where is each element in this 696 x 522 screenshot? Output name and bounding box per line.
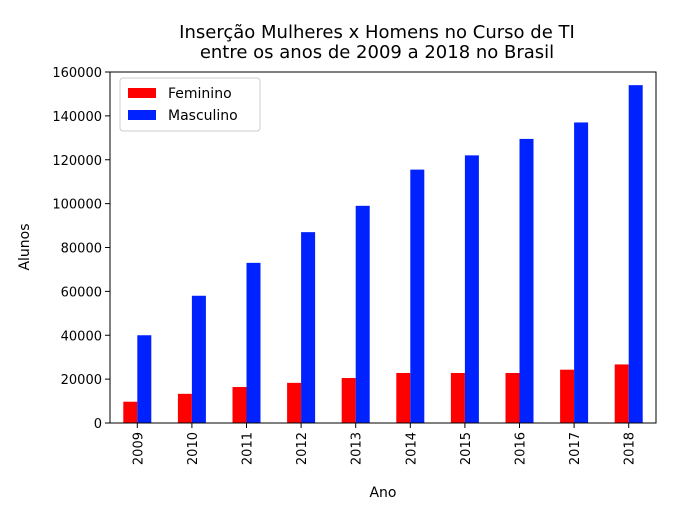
x-tick-label: 2014: [404, 432, 419, 465]
x-tick-label: 2018: [623, 432, 638, 465]
y-tick-label: 120000: [52, 154, 102, 169]
legend-swatch-masculino: [128, 110, 156, 120]
bar-masculino-2012: [301, 232, 316, 423]
y-tick-label: 80000: [61, 242, 102, 257]
bar-feminino-2014: [396, 372, 411, 423]
bar-masculino-2015: [464, 155, 479, 424]
x-tick-label: 2016: [514, 432, 529, 465]
bar-masculino-2018: [628, 85, 643, 423]
bar-masculino-2013: [355, 205, 370, 423]
x-tick-label: 2011: [241, 432, 256, 465]
bar-masculino-2017: [574, 122, 589, 424]
chart-title-line-1: Inserção Mulheres x Homens no Curso de T…: [179, 22, 575, 43]
y-tick-label: 0: [94, 417, 102, 432]
bar-feminino-2018: [614, 364, 629, 423]
chart-title-line-2: entre os anos de 2009 a 2018 no Brasil: [200, 42, 554, 63]
y-tick-label: 100000: [52, 198, 102, 213]
bar-feminino-2009: [123, 401, 138, 423]
y-tick-label: 20000: [61, 373, 102, 388]
y-tick-label: 60000: [61, 285, 102, 300]
bar-feminino-2011: [232, 387, 247, 423]
y-tick-label: 140000: [52, 110, 102, 125]
bar-masculino-2014: [410, 169, 425, 423]
x-tick-label: 2017: [568, 432, 583, 465]
bar-feminino-2013: [341, 378, 356, 423]
x-axis-ticks: 2009 2010 2011 2012 2013 2014 2015 2016 2017 2018: [131, 423, 638, 465]
legend-label-feminino: Feminino: [168, 86, 232, 102]
y-tick-label: 160000: [52, 66, 102, 81]
bars-layer: [123, 85, 643, 424]
bar-feminino-2017: [560, 369, 575, 423]
bar-masculino-2011: [246, 262, 261, 423]
x-axis-label: Ano: [369, 485, 396, 501]
y-axis-ticks: 0 20000 40000 60000 80000 100000 120000 140000 1…: [52, 66, 110, 432]
x-tick-label: 2009: [131, 432, 146, 465]
x-tick-label: 2013: [350, 432, 365, 465]
bar-feminino-2015: [450, 372, 465, 423]
bar-feminino-2016: [505, 372, 520, 423]
x-tick-label: 2010: [186, 432, 201, 465]
y-tick-label: 40000: [61, 329, 102, 344]
legend-swatch-feminino: [128, 88, 156, 98]
legend: Feminino Masculino: [119, 77, 261, 132]
plot-frame: [109, 71, 657, 424]
bar-feminino-2010: [177, 393, 192, 423]
y-axis-label: Alunos: [17, 223, 33, 270]
bar-feminino-2012: [287, 382, 302, 423]
bar-masculino-2009: [137, 335, 152, 423]
bar-masculino-2010: [191, 295, 206, 423]
x-tick-label: 2015: [459, 432, 474, 465]
legend-label-masculino: Masculino: [168, 108, 238, 124]
x-tick-label: 2012: [295, 432, 310, 465]
bar-masculino-2016: [519, 138, 534, 424]
